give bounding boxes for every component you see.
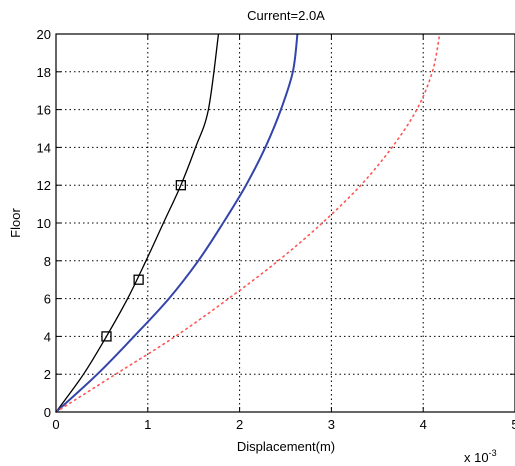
x-tick-label: 4	[420, 417, 427, 432]
y-tick-label: 18	[37, 65, 51, 80]
y-tick-label: 0	[44, 405, 51, 420]
x-multiplier: x 10-3	[464, 448, 497, 465]
x-tick-label: 3	[328, 417, 335, 432]
x-tick-label: 1	[144, 417, 151, 432]
x-ticks: 0 1 2 3 4 5	[52, 34, 515, 432]
y-tick-label: 6	[44, 292, 51, 307]
grid	[56, 34, 515, 412]
y-tick-label: 14	[37, 140, 51, 155]
series-line-2	[55, 33, 299, 413]
y-tick-label: 2	[44, 367, 51, 382]
y-tick-label: 20	[37, 27, 51, 42]
chart-title: Current=2.0A	[247, 8, 325, 23]
x-axis-title: Displacement(m)	[237, 439, 335, 454]
series-marker	[175, 180, 186, 191]
y-tick-label: 10	[37, 216, 51, 231]
x-tick-label: 5	[511, 417, 515, 432]
x-multiplier-exponent: -3	[489, 448, 497, 458]
y-axis-title: Floor	[8, 208, 23, 238]
y-tick-label: 8	[44, 254, 51, 269]
x-tick-label: 0	[52, 417, 59, 432]
series-marker	[133, 274, 144, 285]
y-tick-label: 16	[37, 103, 51, 118]
y-ticks: 0 2 4 6 8 10 12 14 16 18 20	[37, 27, 515, 420]
x-multiplier-base: x 10	[464, 450, 489, 465]
y-tick-label: 12	[37, 178, 51, 193]
series-line-1	[55, 33, 220, 413]
series-line-3	[55, 33, 441, 413]
series-group	[55, 33, 441, 413]
series-marker	[101, 331, 112, 342]
y-tick-label: 4	[44, 329, 51, 344]
x-tick-label: 2	[236, 417, 243, 432]
